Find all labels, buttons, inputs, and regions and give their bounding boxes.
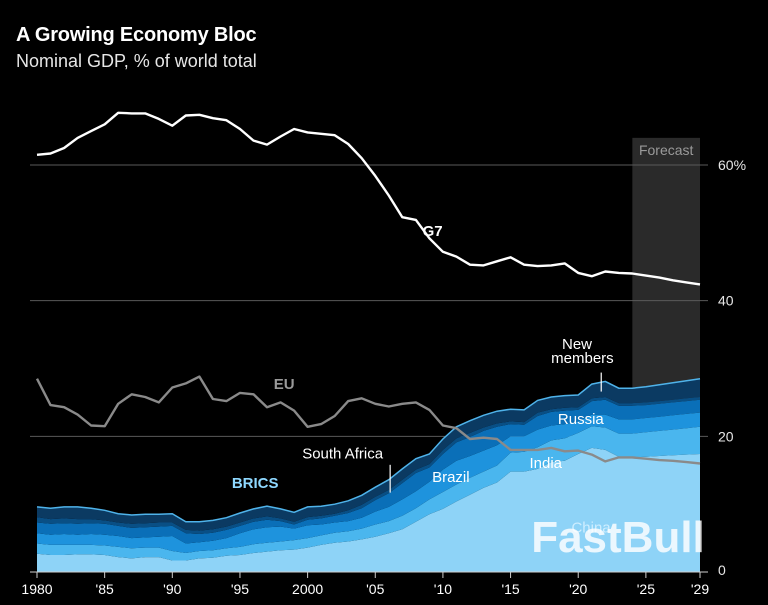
brics-stacked-areas	[36, 377, 701, 572]
x-tick-label: '90	[163, 581, 181, 597]
label-india: India	[530, 455, 563, 472]
label-g7: G7	[423, 223, 443, 240]
comparison-lines	[35, 111, 701, 465]
x-tick-label: '25	[637, 581, 655, 597]
area-india	[37, 426, 700, 561]
label-brics: BRICS	[232, 475, 279, 492]
x-tick-label: '85	[96, 581, 114, 597]
watermark: FastBull	[531, 513, 705, 562]
area-brazil	[37, 412, 700, 553]
label-south-africa: South Africa	[302, 446, 384, 463]
line-g7	[36, 111, 701, 286]
area-south-africa	[37, 397, 700, 534]
brics-total-outline	[36, 377, 701, 523]
area-china	[37, 447, 700, 572]
label-brazil: Brazil	[432, 469, 470, 486]
label-eu: EU	[274, 376, 295, 393]
chart-subtitle: Nominal GDP, % of world total	[16, 51, 257, 71]
y-tick-label: 20	[718, 428, 734, 444]
annotation-layer: G7 EU BRICS South Africa Brazil India Russia Ch…	[232, 223, 614, 536]
x-tick-label: '20	[569, 581, 587, 597]
x-tick-label: '10	[434, 581, 452, 597]
y-tick-label: 40	[718, 293, 734, 309]
y-tick-label: 60%	[718, 157, 746, 173]
forecast-label: Forecast	[639, 142, 694, 158]
x-tick-label: 1980	[21, 581, 52, 597]
area-russia	[37, 399, 700, 544]
x-tick-label: '29	[691, 581, 709, 597]
x-tick-label: '95	[231, 581, 249, 597]
label-new-members-line2: members	[551, 350, 614, 367]
label-russia: Russia	[558, 411, 605, 428]
axis-layer: 0 20 40 60% 1980 '85 '90 '95 2000 '05 '10 '15 '20 '25…	[21, 157, 746, 597]
x-tick-label: 2000	[292, 581, 323, 597]
label-china: China	[571, 520, 611, 537]
x-tick-label: '15	[501, 581, 519, 597]
y-tick-label: 0	[718, 562, 726, 578]
x-tick-label: '05	[366, 581, 384, 597]
line-eu	[35, 375, 701, 465]
label-new-members-line1: New	[562, 336, 592, 353]
chart-title: A Growing Economy Bloc	[16, 24, 257, 46]
area-new-members	[37, 378, 700, 531]
